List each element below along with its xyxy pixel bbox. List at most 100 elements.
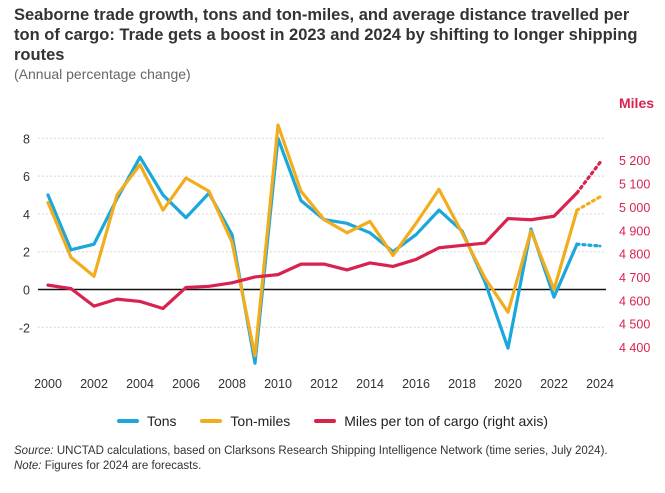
series-forecast-miles (575, 160, 602, 195)
left-tick-label: 2 (23, 246, 30, 260)
series-forecast-ton-miles (575, 195, 602, 212)
source-line: Source: UNCTAD calculations, based on Cl… (14, 444, 644, 459)
chart-title: Seaborne trade growth, tons and ton-mile… (14, 6, 638, 64)
right-tick-label: 4 900 (619, 224, 650, 238)
series-forecast-tons (575, 242, 602, 248)
data-point-tons (46, 193, 50, 197)
data-point-miles (460, 244, 464, 247)
data-point-ton-miles (322, 218, 326, 221)
note-line: Note: Figures for 2024 are forecasts. (14, 459, 644, 474)
data-point-ton-miles (253, 354, 257, 358)
series-line-tons (46, 136, 579, 365)
data-point-miles (529, 218, 533, 222)
x-tick-label: 2022 (540, 377, 568, 391)
data-point-ton-miles (460, 231, 464, 235)
data-point-tons (506, 346, 510, 350)
right-tick-label: 5 000 (619, 201, 650, 215)
data-point-miles (69, 287, 73, 291)
data-point-miles (414, 258, 418, 261)
data-point-miles (184, 286, 188, 289)
data-point-miles (138, 300, 142, 303)
x-tick-label: 2008 (218, 377, 246, 391)
data-point-ton-miles (69, 255, 73, 259)
data-point-ton-miles (391, 254, 395, 257)
data-point-ton-miles (506, 310, 510, 314)
data-point-ton-miles (552, 288, 556, 291)
legend-item-tons: Tons (116, 413, 177, 429)
x-tick-label: 2016 (402, 377, 430, 391)
series-line-ton-miles (46, 123, 579, 358)
data-point-ton-miles (115, 193, 119, 197)
data-point-ton-miles (230, 240, 234, 244)
data-point-ton-miles (184, 176, 188, 180)
left-tick-label: -2 (19, 321, 30, 335)
data-point-miles (368, 261, 372, 265)
data-point-ton-miles (161, 208, 165, 212)
right-axis-label: Miles (619, 95, 654, 111)
data-point-tons (575, 242, 579, 246)
source-note: Source: UNCTAD calculations, based on Cl… (14, 444, 644, 474)
right-tick-label: 4 700 (619, 271, 650, 285)
data-point-miles (253, 275, 257, 279)
legend: Tons Ton-miles Miles per ton of cargo (r… (0, 410, 665, 429)
x-tick-label: 2000 (34, 377, 62, 391)
data-point-miles (115, 297, 119, 301)
note-text: Figures for 2024 are forecasts. (44, 460, 202, 472)
note-label: Note: (14, 460, 42, 472)
line-chart: -2 0 2 4 6 8 4 400 4 500 4 600 4 700 4 800 4 900 5 … (19, 95, 654, 391)
data-point-tons (345, 221, 349, 225)
data-point-miles (391, 265, 395, 268)
data-point-miles (575, 191, 579, 195)
source-label: Source: (14, 445, 54, 457)
data-point-tons (598, 244, 602, 248)
data-point-miles (506, 217, 510, 220)
data-point-miles (437, 246, 441, 250)
data-point-ton-miles (299, 189, 303, 193)
data-point-ton-miles (276, 123, 280, 127)
data-point-miles (552, 214, 556, 218)
x-axis-ticks: 2000 2002 2004 2006 2008 2010 2012 2014 2016 2018… (34, 377, 614, 391)
x-tick-label: 2012 (310, 377, 338, 391)
data-point-ton-miles (368, 220, 372, 223)
data-point-tons (414, 233, 418, 237)
x-tick-label: 2006 (172, 377, 200, 391)
left-tick-label: 8 (23, 132, 30, 146)
legend-label-miles: Miles per ton of cargo (right axis) (344, 413, 549, 429)
data-point-ton-miles (92, 274, 96, 278)
data-point-ton-miles (529, 229, 533, 233)
data-point-tons (552, 295, 556, 299)
data-point-miles (598, 161, 602, 164)
legend-item-ton-miles: Ton-miles (200, 413, 290, 429)
data-point-tons (92, 242, 96, 246)
left-tick-label: 6 (23, 170, 30, 184)
data-point-tons (230, 233, 234, 237)
data-point-ton-miles (437, 187, 441, 191)
data-point-tons (368, 231, 372, 235)
data-point-ton-miles (46, 201, 50, 204)
data-point-tons (437, 208, 441, 212)
series-line-miles (46, 191, 579, 311)
source-text: UNCTAD calculations, based on Clarksons … (56, 445, 608, 457)
chart-subtitle: (Annual percentage change) (14, 66, 191, 82)
right-tick-label: 4 600 (619, 294, 650, 308)
data-point-tons (161, 193, 165, 197)
legend-swatch-miles (314, 419, 337, 423)
left-axis-ticks: -2 0 2 4 6 8 (19, 132, 30, 335)
data-point-miles (92, 304, 96, 308)
x-tick-label: 2004 (126, 377, 154, 391)
data-point-miles (207, 284, 211, 288)
right-tick-label: 4 400 (619, 341, 650, 355)
data-point-tons (253, 361, 257, 365)
data-point-miles (299, 262, 303, 266)
legend-label-tons: Tons (146, 413, 177, 429)
data-point-tons (299, 199, 303, 203)
legend-item-miles: Miles per ton of cargo (right axis) (314, 413, 548, 429)
data-point-ton-miles (138, 163, 142, 167)
data-point-ton-miles (414, 221, 418, 225)
data-point-miles (345, 268, 349, 272)
right-tick-label: 4 800 (619, 248, 650, 262)
series (46, 123, 602, 365)
right-tick-label: 5 100 (619, 178, 650, 192)
data-point-miles (276, 273, 280, 277)
data-point-miles (483, 241, 487, 245)
